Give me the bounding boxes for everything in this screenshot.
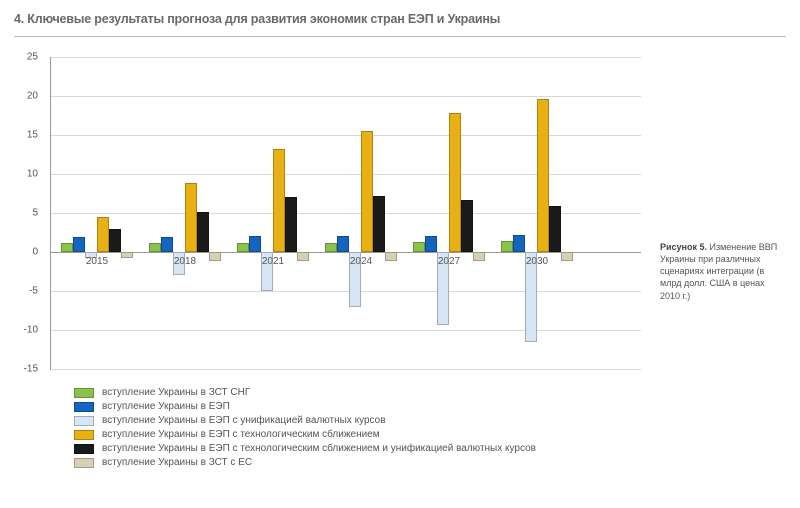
- bar-eep: [337, 236, 349, 252]
- gridline: [51, 96, 641, 97]
- legend-item-eep_tech: вступление Украины в ЕЭП с технологическ…: [74, 429, 786, 440]
- chart-plot: 2015 2018 2021 2024 2027 2030: [50, 57, 641, 370]
- bar-zst_sng: [61, 243, 73, 252]
- page-title: 4. Ключевые результаты прогноза для разв…: [14, 12, 786, 37]
- legend-label: вступление Украины в ЕЭП: [102, 401, 230, 412]
- bar-eep_techfx: [197, 212, 209, 252]
- bar-eep: [249, 236, 261, 252]
- gridline: [51, 330, 641, 331]
- bar-zst_es: [385, 252, 397, 261]
- bar-eep_techfx: [461, 200, 473, 252]
- legend-label: вступление Украины в ЕЭП с унификацией в…: [102, 415, 386, 426]
- caption-bold: Рисунок 5.: [660, 242, 707, 252]
- y-tick-label: 15: [14, 130, 38, 141]
- y-tick-label: -10: [14, 325, 38, 336]
- gridline: [51, 57, 641, 58]
- legend-swatch: [74, 416, 94, 426]
- bar-eep: [161, 237, 173, 252]
- y-tick-label: 0: [14, 247, 38, 258]
- bar-eep_tech: [537, 99, 549, 252]
- legend-item-eep_techfx: вступление Украины в ЕЭП с технологическ…: [74, 443, 786, 454]
- legend-swatch: [74, 458, 94, 468]
- y-tick-label: -5: [14, 286, 38, 297]
- x-tick-label: 2024: [350, 256, 372, 267]
- bar-eep: [425, 236, 437, 252]
- legend-label: вступление Украины в ЗСТ с ЕС: [102, 457, 252, 468]
- bar-eep_techfx: [549, 206, 561, 252]
- bar-eep_tech: [273, 149, 285, 252]
- bar-zst_sng: [237, 243, 249, 252]
- legend: вступление Украины в ЗСТ СНГ вступление У…: [74, 387, 786, 468]
- bar-eep: [513, 235, 525, 252]
- bar-zst_es: [297, 252, 309, 261]
- bar-eep_techfx: [373, 196, 385, 252]
- legend-label: вступление Украины в ЕЭП с технологическ…: [102, 443, 536, 454]
- bar-eep_techfx: [285, 197, 297, 252]
- bar-eep_tech: [361, 131, 373, 252]
- bar-eep_tech: [97, 217, 109, 252]
- legend-label: вступление Украины в ЗСТ СНГ: [102, 387, 250, 398]
- legend-swatch: [74, 444, 94, 454]
- y-tick-label: 5: [14, 208, 38, 219]
- bar-eep: [73, 237, 85, 252]
- y-tick-label: -15: [14, 364, 38, 375]
- legend-item-eep: вступление Украины в ЕЭП: [74, 401, 786, 412]
- x-tick-label: 2021: [262, 256, 284, 267]
- bar-zst_sng: [413, 242, 425, 252]
- bar-eep_techfx: [109, 229, 121, 252]
- bar-zst_es: [209, 252, 221, 261]
- x-tick-label: 2027: [438, 256, 460, 267]
- bar-zst_sng: [149, 243, 161, 252]
- gridline: [51, 291, 641, 292]
- bar-zst_es: [473, 252, 485, 261]
- bar-zst_es: [121, 252, 133, 258]
- x-tick-label: 2015: [86, 256, 108, 267]
- y-tick-label: 10: [14, 169, 38, 180]
- bar-eep_tech: [449, 113, 461, 252]
- chart-area: 2015 2018 2021 2024 2027 2030 -15 -10 -5 0 5 10 15 2…: [14, 51, 654, 377]
- gridline: [51, 174, 641, 175]
- legend-swatch: [74, 402, 94, 412]
- y-tick-label: 25: [14, 52, 38, 63]
- legend-item-eep_fx: вступление Украины в ЕЭП с унификацией в…: [74, 415, 786, 426]
- gridline: [51, 135, 641, 136]
- y-tick-label: 20: [14, 91, 38, 102]
- bar-zst_sng: [501, 241, 513, 252]
- x-tick-label: 2030: [526, 256, 548, 267]
- legend-item-zst_es: вступление Украины в ЗСТ с ЕС: [74, 457, 786, 468]
- bar-eep_tech: [185, 183, 197, 252]
- legend-item-zst_sng: вступление Украины в ЗСТ СНГ: [74, 387, 786, 398]
- legend-label: вступление Украины в ЕЭП с технологическ…: [102, 429, 380, 440]
- gridline: [51, 369, 641, 370]
- bar-zst_es: [561, 252, 573, 261]
- legend-swatch: [74, 430, 94, 440]
- figure-caption: Рисунок 5. Изменение ВВП Украины при раз…: [654, 51, 784, 377]
- legend-swatch: [74, 388, 94, 398]
- gridline: [51, 252, 641, 253]
- bar-zst_sng: [325, 243, 337, 252]
- x-tick-label: 2018: [174, 256, 196, 267]
